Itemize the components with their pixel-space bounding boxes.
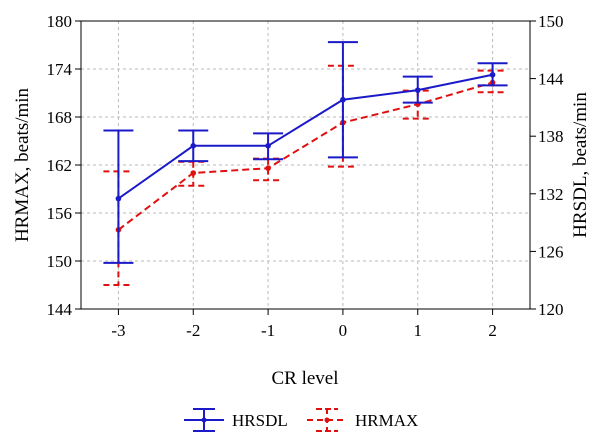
legend-marker-hrmax	[307, 408, 347, 432]
series-hrmax	[103, 64, 508, 286]
y-right-tick-label: 132	[538, 185, 564, 204]
x-tick-label: -3	[111, 321, 125, 340]
y-right-tick-label: 138	[538, 127, 564, 146]
x-axis: -3 -2 -1 0 1 2	[111, 309, 497, 340]
y-left-tick-label: 150	[47, 252, 73, 271]
y-left-tick-label: 180	[47, 12, 73, 31]
data-point-hrsdl	[340, 96, 346, 103]
data-point-hrsdl	[190, 143, 197, 149]
y-left-axis-title: HRMAX, beats/min	[12, 87, 33, 242]
data-point-hrsdl	[489, 71, 496, 78]
y-left-tick-label: 174	[47, 60, 73, 79]
data-point-hrsdl	[115, 195, 122, 202]
x-tick-label: 0	[339, 321, 348, 340]
y-left-tick-label: 156	[47, 204, 73, 223]
series-hrsdl	[103, 41, 508, 264]
x-axis-title: CR level	[271, 368, 338, 389]
x-tick-label: 2	[488, 321, 497, 340]
legend-label-hrmax: HRMAX	[355, 411, 418, 430]
data-point-hrsdl	[414, 87, 421, 93]
x-tick-label: -1	[261, 321, 275, 340]
y-right-axis-title: HRSDL, beats/min	[570, 92, 591, 238]
series-line-hrmax	[117, 81, 493, 231]
y-left-axis: 144 150 156 162 168 174 180	[47, 12, 81, 319]
series-line-hrsdl	[117, 73, 493, 200]
legend: HRSDL HRMAX	[184, 408, 418, 432]
y-left-tick-label: 168	[47, 108, 73, 127]
y-right-tick-label: 150	[538, 12, 564, 31]
y-right-axis: 120 126 132 138 144 150	[530, 12, 564, 319]
x-tick-label: -2	[186, 321, 200, 340]
data-point-hrmax	[190, 170, 197, 176]
grid	[81, 21, 530, 309]
y-right-tick-label: 126	[538, 242, 564, 261]
series-layer	[103, 41, 508, 286]
legend-marker-hrsdl	[184, 408, 224, 432]
data-point-hrmax	[265, 165, 271, 171]
legend-label-hrsdl: HRSDL	[232, 411, 288, 430]
y-right-tick-label: 120	[538, 300, 564, 319]
y-left-tick-label: 144	[47, 300, 73, 319]
y-left-tick-label: 162	[47, 156, 73, 175]
data-point-hrsdl	[265, 143, 271, 149]
y-right-tick-label: 144	[538, 70, 564, 89]
x-tick-label: 1	[414, 321, 423, 340]
